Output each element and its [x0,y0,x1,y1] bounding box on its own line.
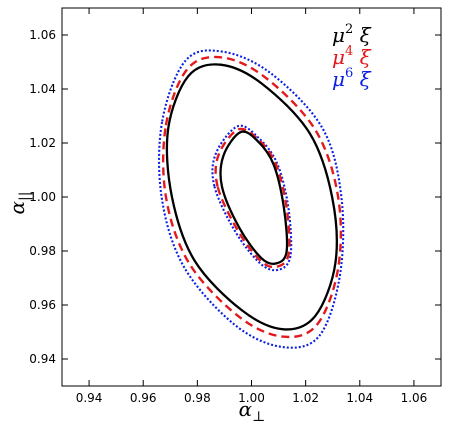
x-axis-label: α⊥ [239,397,266,425]
contour-outer-series-4 [161,55,343,339]
legend-exponent: 2 [345,22,353,37]
y-axis-label: α|| [5,192,33,215]
legend-entry-4: μ4 ξ [332,44,372,69]
axes: 0.94 0.96 0.98 1.00 1.02 1.04 1.06 0.94 0.96 0.98… [29,7,442,405]
series-2 [165,63,338,331]
x-tick-label: 0.98 [184,391,211,405]
legend-symbol: μ [332,45,345,69]
y-tick-label: 1.04 [29,82,56,96]
y-tick-label: 1.00 [29,190,56,204]
legend-entry-2: μ2 ξ [332,22,372,47]
legend-exponent: 4 [345,44,353,59]
legend-xi: ξ [353,67,371,91]
y-tick-label: 0.96 [29,298,56,312]
y-tick-label: 0.98 [29,244,56,258]
x-tick-label: 1.06 [401,391,428,405]
x-tick-label: 1.00 [238,391,265,405]
x-tick-label: 1.02 [292,391,319,405]
legend-entry-6: μ6 ξ [332,66,372,91]
contour-outer-series-6 [157,49,345,349]
series-6 [157,49,345,349]
x-tick-label: 0.96 [130,391,157,405]
x-tick-label: 1.04 [346,391,373,405]
legend: μ2 ξμ4 ξμ6 ξ [332,22,372,91]
y-tick-label: 1.02 [29,136,56,150]
x-axis-label-main: α [239,397,253,421]
x-axis-label-sub: ⊥ [252,409,265,425]
x-tick-label: 0.94 [76,391,103,405]
series-4 [161,55,343,339]
legend-exponent: 6 [345,66,353,81]
legend-xi: ξ [353,45,371,69]
plot-area [157,49,345,349]
y-tick-label: 1.06 [29,28,56,42]
y-axis-label-sub: || [17,192,33,201]
contour-outer-series-2 [165,63,338,331]
contour-inner-series-2 [219,130,289,266]
contour-inner-series-4 [214,127,291,269]
y-axis-label-main: α [5,200,29,214]
legend-symbol: μ [332,67,345,91]
y-tick-label: 0.94 [29,352,56,366]
legend-symbol: μ [332,23,345,47]
legend-xi: ξ [353,23,371,47]
